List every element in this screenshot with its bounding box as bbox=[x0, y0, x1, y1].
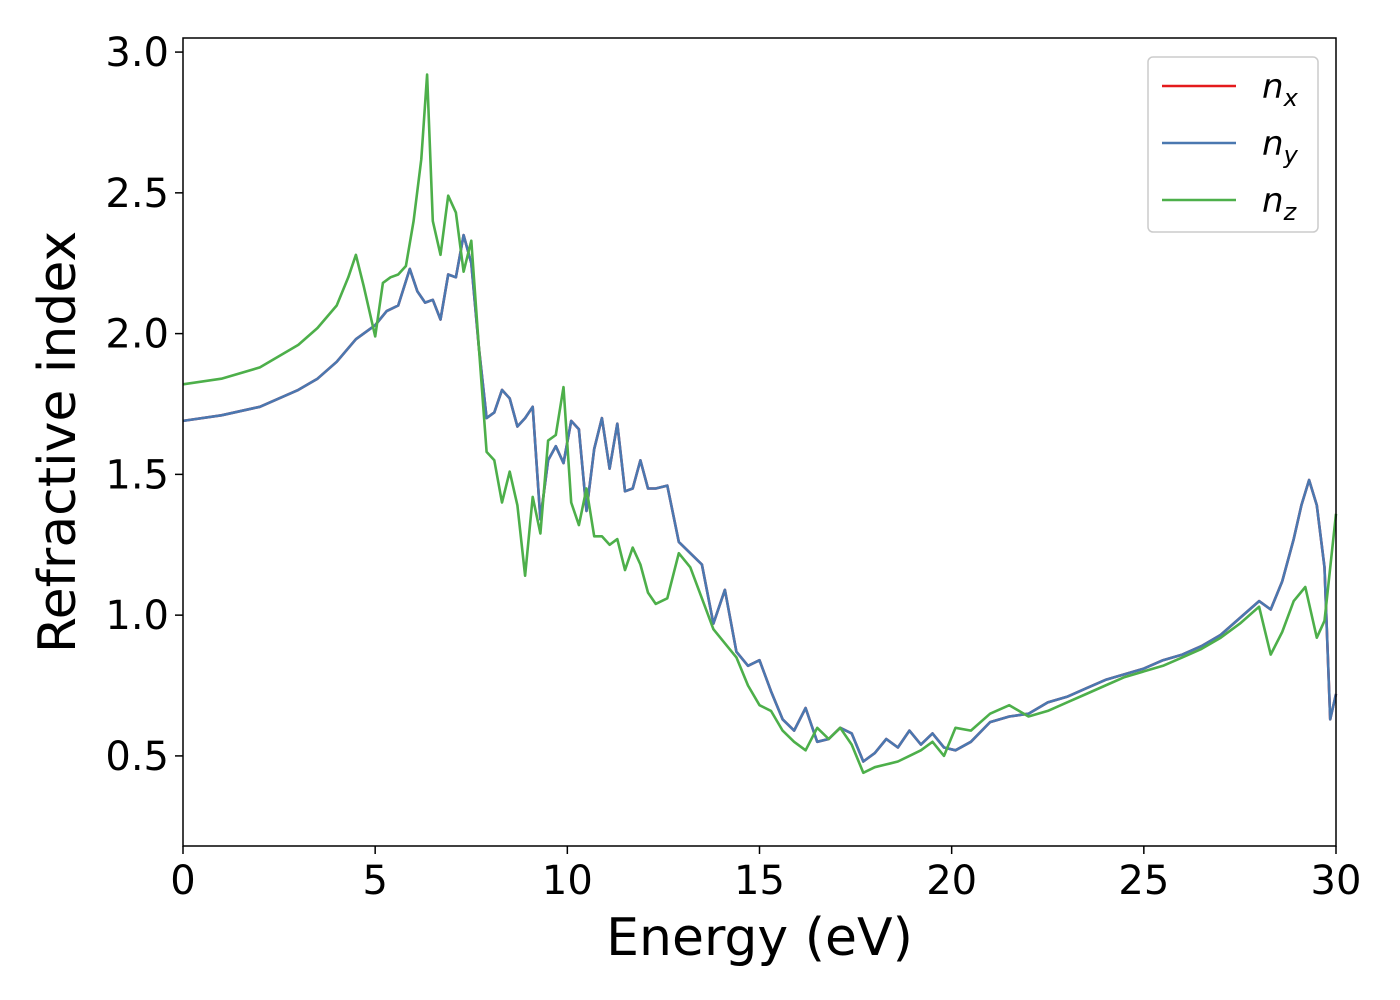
y-tick-label: 1.0 bbox=[105, 593, 169, 639]
x-tick-label: 5 bbox=[362, 858, 387, 904]
y-tick-label: 2.5 bbox=[105, 171, 169, 217]
legend-label-n-z: nz bbox=[1262, 181, 1298, 226]
x-tick-label: 30 bbox=[1311, 858, 1362, 904]
x-tick-label: 20 bbox=[926, 858, 977, 904]
legend-box bbox=[1147, 56, 1319, 233]
y-tick-label: 2.0 bbox=[105, 312, 169, 358]
series-line-n-z bbox=[182, 73, 1338, 775]
x-tick-label: 10 bbox=[542, 858, 593, 904]
y-tick-label: 1.5 bbox=[105, 452, 169, 498]
x-axis-ticks: 0 5 10 15 20 25 30 bbox=[170, 846, 1361, 904]
legend: nx ny nz bbox=[1147, 56, 1319, 233]
series-line-n-x bbox=[182, 233, 1338, 763]
series-layer bbox=[182, 73, 1338, 775]
series-line-n-y bbox=[182, 233, 1338, 763]
y-axis-label: Refractive index bbox=[28, 231, 88, 653]
legend-label-n-x: nx bbox=[1262, 67, 1299, 112]
x-tick-label: 15 bbox=[734, 858, 785, 904]
x-tick-label: 25 bbox=[1118, 858, 1169, 904]
x-tick-label: 0 bbox=[170, 858, 195, 904]
y-tick-label: 0.5 bbox=[105, 734, 169, 780]
y-tick-label: 3.0 bbox=[105, 30, 169, 76]
x-axis-label: Energy (eV) bbox=[606, 908, 913, 968]
legend-label-n-y: ny bbox=[1262, 124, 1299, 169]
y-axis-ticks: 0.5 1.0 1.5 2.0 2.5 3.0 bbox=[105, 30, 183, 780]
